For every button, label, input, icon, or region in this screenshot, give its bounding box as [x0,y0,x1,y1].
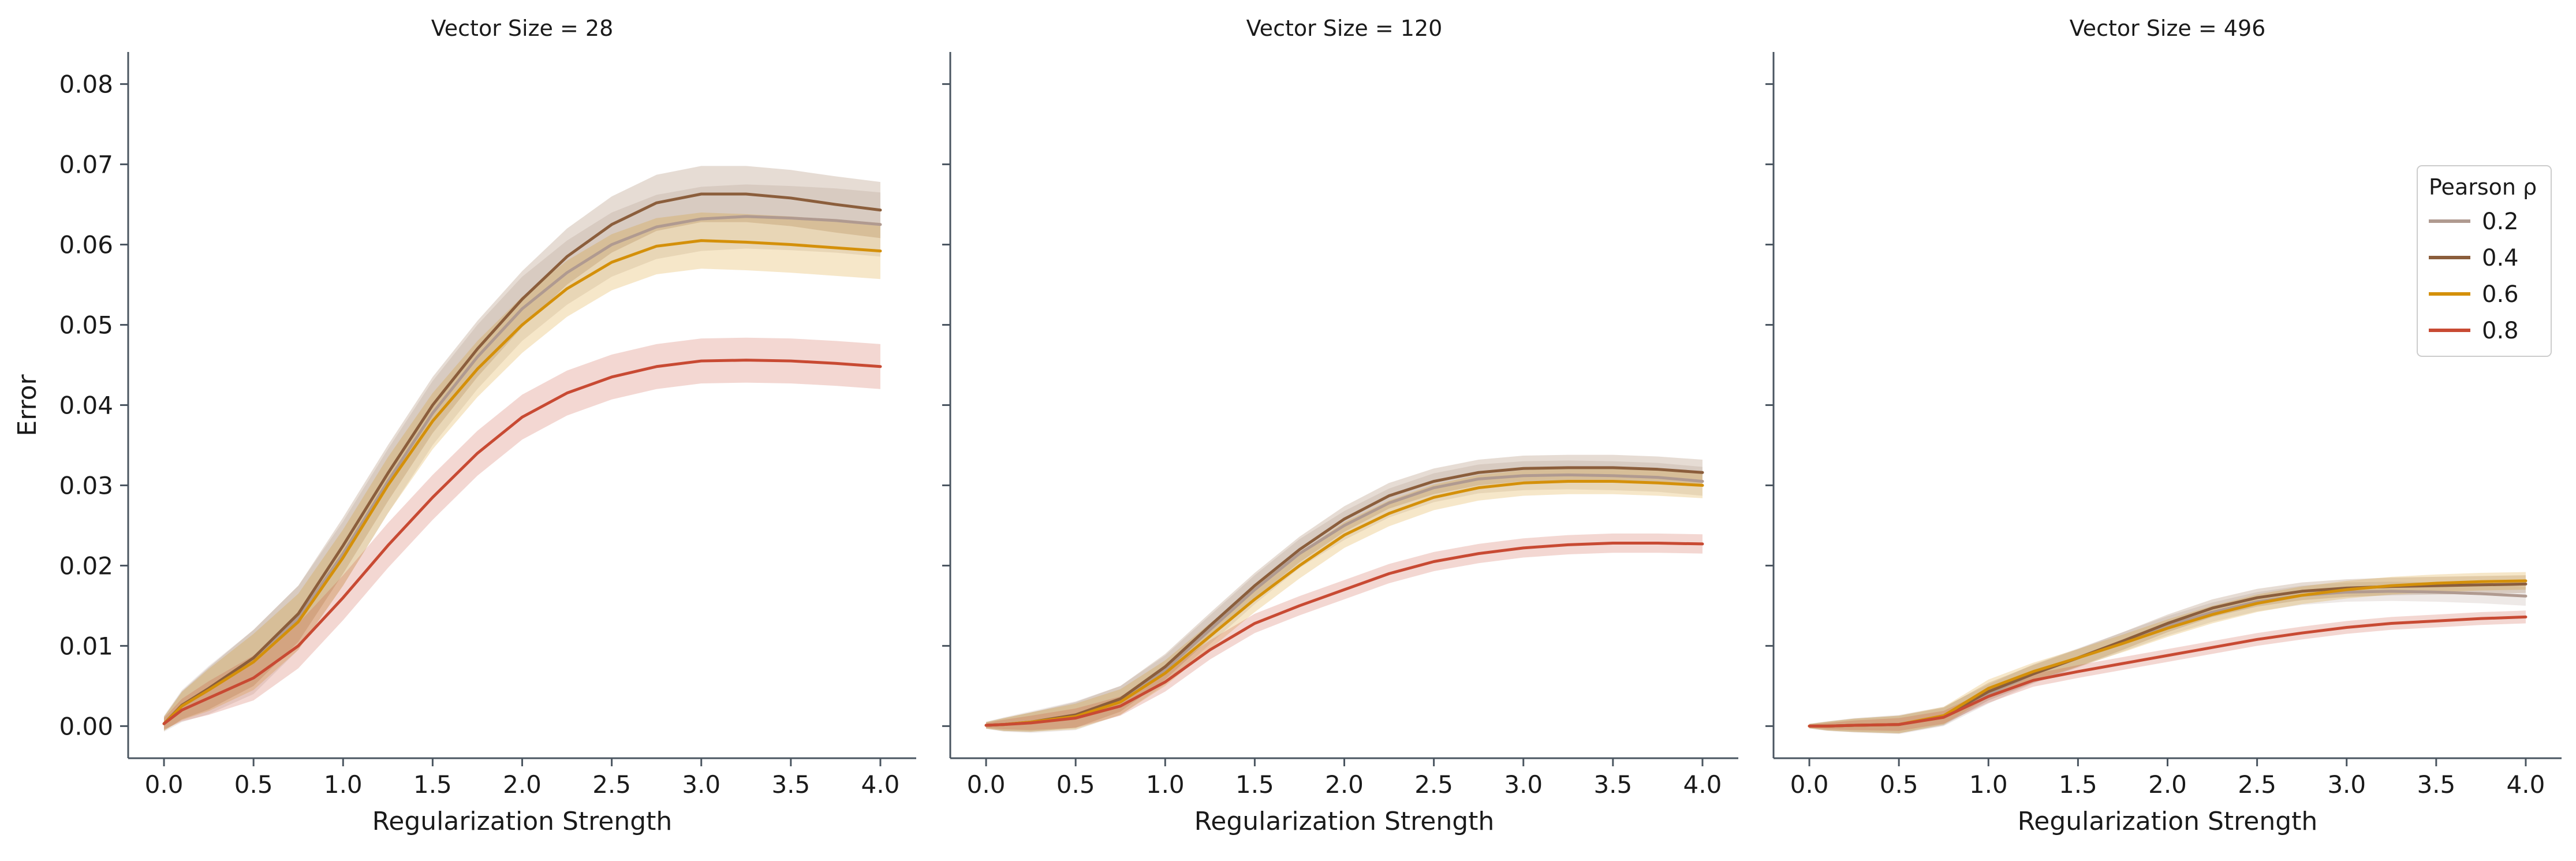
x-tick-label: 2.5 [1414,770,1453,799]
legend-title: Pearson ρ [2429,174,2537,200]
x-axis-label: Regularization Strength [1194,807,1495,836]
panel-1: Vector Size = 28 0.00 0.01 0.02 0.03 0.04 0.05… [59,16,916,836]
x-axis-label: Regularization Strength [372,807,673,836]
x-axis-label: Regularization Strength [2018,807,2318,836]
y-tick-label: 0.00 [59,712,113,740]
series-line-0.8 [1808,615,2528,728]
x-tick-label: 0.5 [234,770,273,799]
x-tick-label: 3.5 [2417,770,2455,799]
x-tick-label: 0.5 [1880,770,1918,799]
legend-label-0.4: 0.4 [2482,245,2519,271]
y-tick-label: 0.01 [59,632,113,660]
x-tick-label: 2.0 [2148,770,2187,799]
panels: Vector Size = 28 0.00 0.01 0.02 0.03 0.04 0.05… [59,16,2562,836]
legend-label-0.2: 0.2 [2482,208,2519,235]
y-tick-label: 0.08 [59,70,113,99]
panel-3: Vector Size = 496 0.0 0.5 1.0 1.5 2.0 2.5 3.0 3.… [1765,16,2562,836]
series-line-0.8 [984,542,1704,727]
panel-title: Vector Size = 496 [2070,16,2266,41]
y-tick-label: 0.05 [59,311,113,340]
legend: Pearson ρ 0.2 0.4 0.6 0.8 [2417,165,2552,357]
y-tick-label: 0.04 [59,392,113,420]
x-tick-label: 0.0 [145,770,184,799]
x-tick-label: 1.5 [2059,770,2097,799]
series-line-0.6 [984,480,1704,727]
x-tick-label: 3.0 [682,770,720,799]
confidence-band-0.8 [164,337,880,729]
x-tick-label: 1.0 [1969,770,2008,799]
series-group [162,166,882,732]
legend-box [2417,165,2552,357]
x-tick-label: 2.0 [1325,770,1364,799]
x-tick-label: 3.0 [1504,770,1543,799]
panel-2: Vector Size = 120 0.0 0.5 1.0 1.5 2.0 2.5 3.0 3.… [942,16,1738,836]
confidence-band-0.4 [986,454,1703,732]
y-tick-label: 0.07 [59,151,113,179]
legend-label-0.6: 0.6 [2482,281,2519,308]
y-tick-label: 0.06 [59,231,113,259]
confidence-band-0.8 [1809,610,2526,731]
x-tick-label: 0.0 [1790,770,1829,799]
x-tick-label: 2.0 [503,770,542,799]
series-group [1808,572,2528,735]
y-tick-label: 0.03 [59,471,113,500]
series-group [984,454,1704,733]
panel-title: Vector Size = 28 [431,16,614,41]
x-tick-label: 3.5 [771,770,810,799]
x-tick-label: 3.5 [1593,770,1632,799]
x-tick-label: 1.0 [1146,770,1185,799]
x-tick-label: 1.0 [324,770,363,799]
series-line-0.8 [162,359,882,725]
confidence-band-0.2 [164,184,880,732]
x-tick-label: 2.5 [2238,770,2276,799]
x-tick-label: 0.5 [1056,770,1095,799]
y-axis-label: Error [13,374,42,436]
series-line-0.4 [162,192,882,725]
confidence-band-0.6 [164,212,880,731]
x-tick-label: 4.0 [2507,770,2545,799]
x-tick-label: 2.5 [592,770,631,799]
x-tick-label: 3.0 [2327,770,2366,799]
y-tick-label: 0.02 [59,551,113,580]
series-line-0.6 [162,239,882,725]
x-tick-label: 4.0 [861,770,900,799]
panel-title: Vector Size = 120 [1246,16,1443,41]
legend-label-0.8: 0.8 [2482,318,2519,344]
x-tick-label: 4.0 [1683,770,1722,799]
x-tick-label: 1.5 [1235,770,1274,799]
x-tick-label: 0.0 [967,770,1006,799]
x-tick-label: 1.5 [413,770,452,799]
